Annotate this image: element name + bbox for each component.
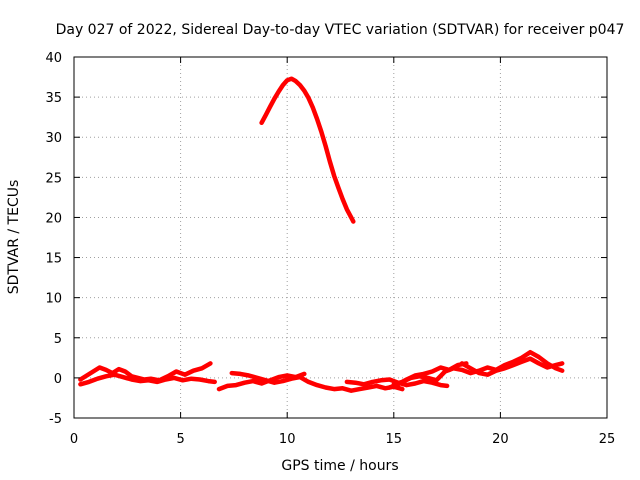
x-tick-label: 0	[70, 432, 78, 447]
x-axis-label: GPS time / hours	[281, 458, 398, 474]
series-satellite-arc-G	[391, 349, 565, 387]
y-tick-label: 10	[45, 292, 62, 307]
x-tick-label: 25	[599, 432, 616, 447]
series-satellite-arc-A	[78, 361, 213, 383]
y-tick-label: 20	[45, 211, 62, 226]
x-tick-label: 10	[279, 432, 296, 447]
x-tick-label: 20	[492, 432, 509, 447]
plot-frame	[73, 56, 608, 419]
x-tick-label: 5	[176, 432, 184, 447]
y-tick-label: 35	[45, 91, 62, 106]
y-tick-label: 40	[45, 51, 62, 66]
y-tick-label: 15	[45, 252, 62, 267]
data-series	[78, 76, 565, 393]
y-tick-label: -5	[49, 412, 62, 427]
series-satellite-arc-H	[459, 356, 565, 377]
y-tick-label: 25	[45, 171, 62, 186]
series-satellite-arc-B	[78, 372, 217, 387]
chart-title: Day 027 of 2022, Sidereal Day-to-day VTE…	[56, 22, 625, 38]
y-axis-label: SDTVAR / TECUs	[6, 180, 22, 295]
x-tick-label: 15	[386, 432, 403, 447]
y-tick-label: 0	[54, 372, 62, 387]
axis-ticks: 0 5 10 15 20 25 -5 0 5 10 15 20 25 30 35 40	[45, 51, 615, 447]
series-satellite-arc-D	[229, 370, 405, 393]
grid	[74, 57, 607, 418]
series-satellite-arc-C	[216, 371, 307, 392]
series-high-elevation-arc	[259, 76, 356, 224]
y-tick-label: 30	[45, 131, 62, 146]
y-tick-label: 5	[54, 332, 62, 347]
